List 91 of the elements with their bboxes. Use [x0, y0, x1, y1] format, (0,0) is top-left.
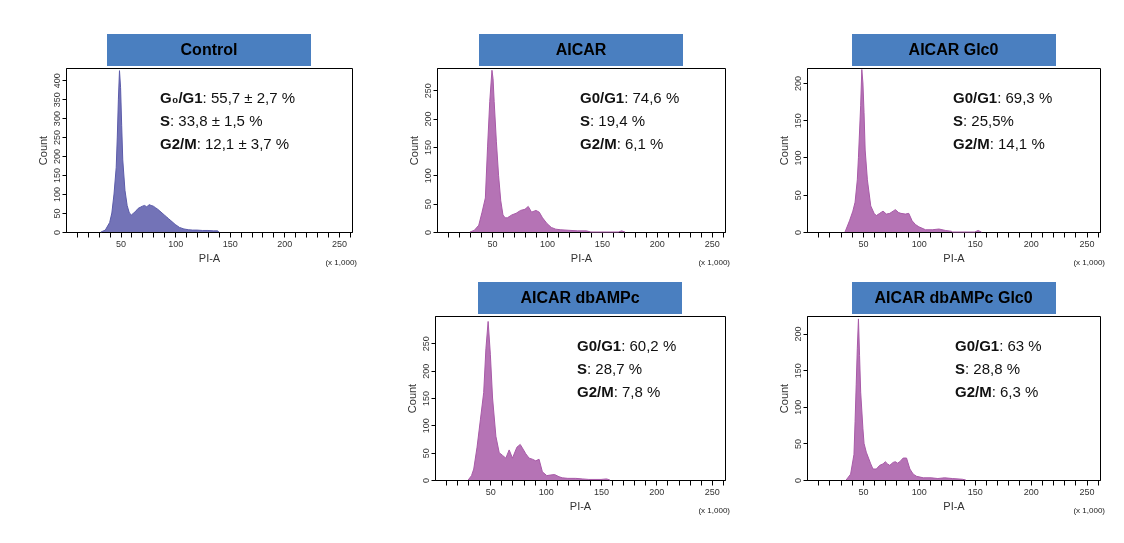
y-tick-label: 200 — [792, 75, 803, 91]
y-tick-label: 250 — [422, 83, 433, 99]
y-tick-label: 0 — [51, 229, 62, 236]
x-tick-label: 200 — [1023, 238, 1039, 249]
annotation: S: 25,5% — [953, 111, 1015, 131]
x-tick-label: 150 — [222, 238, 238, 249]
annotation: S: 19,4 % — [580, 111, 647, 131]
chart-title: AICAR dbAMPc Glc0 — [851, 282, 1056, 314]
x-axis-title: PI-A — [569, 499, 592, 512]
y-axis-title: Count — [36, 135, 49, 166]
x-axis-title: PI-A — [198, 251, 221, 264]
x-tick-label: 50 — [116, 238, 127, 249]
x-axis-title: PI-A — [943, 499, 966, 512]
text: (x 1,000) — [1073, 506, 1105, 515]
y-tick-label: 50 — [792, 438, 803, 449]
x-tick-label: 250 — [1079, 238, 1095, 249]
annotation: S: 28,8 % — [955, 359, 1022, 379]
y-tick-label: 150 — [420, 390, 431, 407]
annotation: G2/M: 6,1 % — [580, 134, 665, 154]
y-tick-label: 100 — [420, 418, 431, 434]
text: (x 1,000) — [698, 506, 730, 515]
y-tick-label: 250 — [51, 130, 62, 146]
annotation: G0/G1: 60,2 % — [577, 336, 677, 356]
x-tick-label: 100 — [911, 238, 927, 249]
y-tick-label: 200 — [420, 363, 431, 379]
x-axis-title: PI-A — [943, 251, 966, 264]
x-tick-label: 200 — [649, 238, 665, 249]
annotation: G₀/G1: 55,7 ± 2,7 % — [160, 88, 296, 108]
y-tick-label: 100 — [792, 399, 803, 415]
y-tick-label: 0 — [792, 229, 803, 236]
annotation: G0/G1: 69,3 % — [953, 88, 1053, 108]
y-tick-label: 150 — [422, 139, 433, 155]
x-tick-label: 100 — [911, 486, 927, 497]
x-tick-label: 250 — [1079, 486, 1095, 497]
x-tick-label: 150 — [967, 238, 983, 249]
x-tick-label: 200 — [277, 238, 293, 249]
x-tick-label: 50 — [858, 238, 869, 249]
x-tick-label: 250 — [331, 238, 347, 249]
x-tick-label: 250 — [704, 486, 720, 497]
y-tick-label: 200 — [422, 111, 433, 127]
x-tick-label: 200 — [1023, 486, 1039, 497]
y-tick-label: 400 — [51, 73, 62, 89]
y-tick-label: 200 — [792, 326, 803, 342]
x-tick-label: 50 — [487, 238, 498, 249]
y-tick-label: 50 — [792, 190, 803, 201]
y-tick-label: 150 — [51, 168, 62, 184]
annotation: G2/M: 7,8 % — [577, 382, 662, 402]
y-tick-label: 50 — [422, 199, 433, 210]
x-tick-label: 100 — [168, 238, 184, 249]
chart-title: Control — [107, 34, 311, 66]
x-axis-title: PI-A — [570, 251, 593, 264]
x-tick-label: 150 — [594, 486, 610, 497]
x-tick-label: 150 — [967, 486, 983, 497]
y-tick-label: 350 — [51, 92, 62, 108]
x-tick-label: 250 — [704, 238, 720, 249]
y-tick-label: 50 — [51, 208, 62, 219]
y-tick-label: 0 — [420, 477, 431, 484]
x-tick-label: 200 — [649, 486, 665, 497]
annotation: G2/M: 14,1 % — [953, 134, 1046, 154]
y-tick-label: 200 — [51, 149, 62, 165]
y-tick-label: 150 — [792, 363, 803, 379]
chart-title: AICAR — [479, 34, 683, 66]
annotation: G2/M: 12,1 ± 3,7 % — [160, 134, 291, 154]
annotation: G2/M: 6,3 % — [955, 382, 1040, 402]
y-tick-label: 150 — [792, 113, 803, 129]
x-tick-label: 100 — [538, 486, 554, 497]
text: (x 1,000) — [325, 258, 357, 267]
text: (x 1,000) — [698, 258, 730, 267]
x-tick-label: 100 — [539, 238, 555, 249]
annotation: S: 33,8 ± 1,5 % — [160, 111, 264, 131]
chart-title: AICAR Glc0 — [851, 34, 1056, 66]
y-axis-title: Count — [407, 135, 420, 166]
y-tick-label: 100 — [422, 168, 433, 184]
annotation: G0/G1: 63 % — [955, 336, 1042, 356]
y-tick-label: 50 — [420, 448, 431, 459]
annotation: S: 28,7 % — [577, 359, 644, 379]
text: (x 1,000) — [1073, 258, 1105, 267]
x-tick-label: 50 — [485, 486, 496, 497]
y-tick-label: 0 — [792, 477, 803, 484]
annotation: G0/G1: 74,6 % — [580, 88, 680, 108]
y-axis-title: Count — [405, 383, 418, 414]
y-tick-label: 0 — [422, 229, 433, 236]
y-axis-title: Count — [777, 383, 790, 414]
x-tick-label: 50 — [858, 486, 869, 497]
y-tick-label: 300 — [51, 111, 62, 127]
chart-title: AICAR dbAMPc — [478, 282, 682, 314]
y-axis-title: Count — [777, 135, 790, 166]
y-tick-label: 250 — [420, 336, 431, 352]
x-tick-label: 150 — [594, 238, 610, 249]
y-tick-label: 100 — [792, 150, 803, 166]
y-tick-label: 100 — [51, 187, 62, 203]
